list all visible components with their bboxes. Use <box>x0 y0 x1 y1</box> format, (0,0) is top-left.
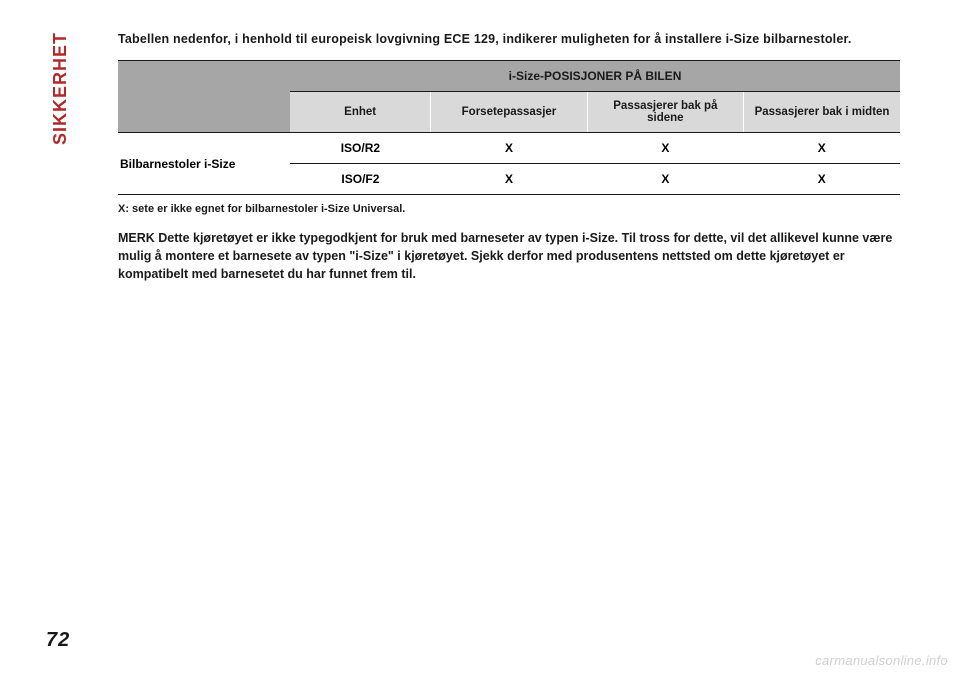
cell-value: X <box>744 133 900 164</box>
table-row: Bilbarnestoler i-Size ISO/R2 X X X <box>118 133 900 164</box>
cell-value: X <box>587 164 743 195</box>
col-header-rear-sides: Passasjerer bak på sidene <box>587 92 743 133</box>
cell-value: X <box>431 164 587 195</box>
isize-table: i-Size-POSISJONER PÅ BILEN Enhet Forsete… <box>118 60 900 195</box>
cell-value: X <box>587 133 743 164</box>
col-header-front: Forsetepassasjer <box>431 92 587 133</box>
cell-value: X <box>431 133 587 164</box>
table-header-span: i-Size-POSISJONER PÅ BILEN <box>290 61 900 92</box>
watermark: carmanualsonline.info <box>815 653 948 668</box>
table-corner-empty <box>118 61 290 133</box>
page-number: 72 <box>46 629 70 652</box>
note-text: Dette kjøretøyet er ikke typegodkjent fo… <box>118 231 892 281</box>
page-container: SIKKERHET Tabellen nedenfor, i henhold t… <box>0 0 960 678</box>
note-block: MERK Dette kjøretøyet er ikke typegodkje… <box>118 229 900 283</box>
note-label: MERK <box>118 231 158 245</box>
section-side-label: SIKKERHET <box>50 32 71 145</box>
cell-unit: ISO/F2 <box>290 164 431 195</box>
table-footnote: X: sete er ikke egnet for bilbarnestoler… <box>118 203 900 215</box>
intro-text: Tabellen nedenfor, i henhold til europei… <box>118 32 900 46</box>
col-header-unit: Enhet <box>290 92 431 133</box>
cell-value: X <box>744 164 900 195</box>
content-area: Tabellen nedenfor, i henhold til europei… <box>118 32 900 283</box>
row-label-cell: Bilbarnestoler i-Size <box>118 133 290 195</box>
col-header-rear-middle: Passasjerer bak i midten <box>744 92 900 133</box>
cell-unit: ISO/R2 <box>290 133 431 164</box>
table-header-row-1: i-Size-POSISJONER PÅ BILEN <box>118 61 900 92</box>
